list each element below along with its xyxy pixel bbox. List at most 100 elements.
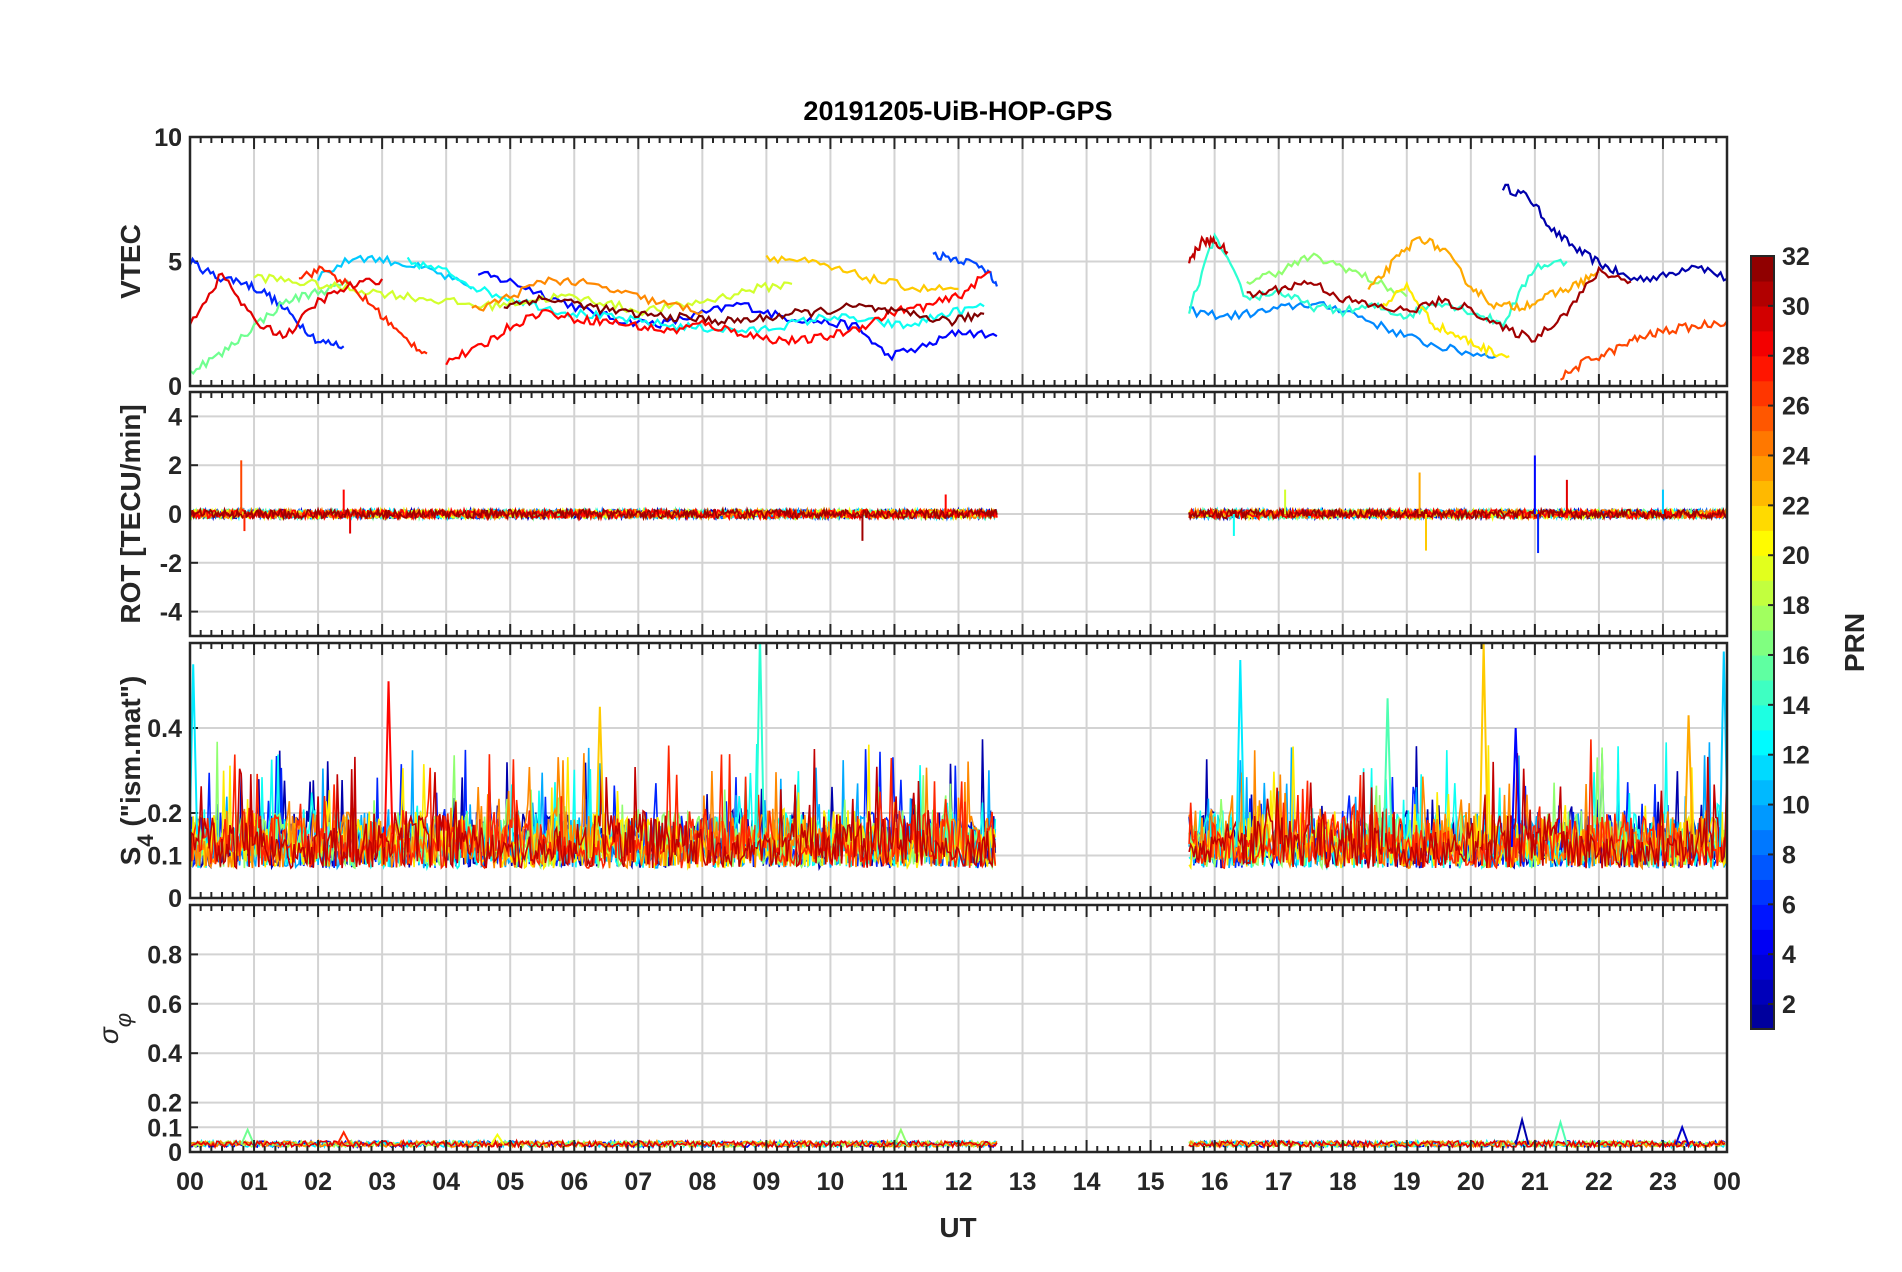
colorbar-band bbox=[1751, 530, 1774, 556]
s4-peak bbox=[1510, 727, 1521, 848]
colorbar-frame bbox=[1750, 255, 1775, 1030]
colorbar-band bbox=[1751, 630, 1774, 656]
series-line-prn-27 bbox=[298, 265, 428, 355]
sigma-bump bbox=[1514, 1115, 1530, 1145]
series-line-prn-16 bbox=[190, 279, 351, 376]
series-line-prn-19 bbox=[253, 273, 793, 317]
panel-s4: 00.10.20.4S4 ("ism.mat") bbox=[115, 641, 1729, 913]
sigma-bump bbox=[336, 1130, 351, 1146]
colorbar-band bbox=[1751, 355, 1774, 382]
y-tick-label: 0.4 bbox=[147, 715, 182, 743]
y-tick-label: 0 bbox=[168, 885, 182, 913]
y-tick-label: 0.1 bbox=[147, 843, 182, 871]
x-tick-label: 05 bbox=[496, 1168, 524, 1196]
x-tick-label: 19 bbox=[1393, 1168, 1421, 1196]
data-series bbox=[190, 455, 1727, 554]
x-tick-label: 22 bbox=[1585, 1168, 1613, 1196]
colorbar-band bbox=[1751, 555, 1774, 581]
colorbar-band bbox=[1751, 330, 1774, 357]
y-axis-label: S4 ("ism.mat") bbox=[115, 676, 158, 866]
y-tick-label: -4 bbox=[160, 599, 182, 627]
x-tick-label: 13 bbox=[1009, 1168, 1037, 1196]
colorbar-tick-label: 20 bbox=[1782, 542, 1810, 570]
series-line-prn-22 bbox=[765, 254, 959, 294]
series-line-prn-6 bbox=[190, 256, 345, 350]
x-tick-label: 14 bbox=[1073, 1168, 1101, 1196]
colorbar-band bbox=[1751, 305, 1774, 332]
series-line-prn-30 bbox=[1188, 234, 1229, 264]
colorbar-band bbox=[1751, 704, 1774, 731]
colorbar-tick-label: 22 bbox=[1782, 492, 1810, 520]
x-tick-label: 03 bbox=[368, 1168, 396, 1196]
colorbar-band bbox=[1751, 1004, 1774, 1030]
colorbar-band bbox=[1751, 455, 1774, 482]
series-line-prn-17 bbox=[1246, 252, 1408, 298]
series-line-prn-30 bbox=[1188, 753, 1727, 869]
y-axis-label: σφ bbox=[93, 1013, 136, 1044]
colorbar-band bbox=[1751, 829, 1774, 856]
x-tick-label: 10 bbox=[817, 1168, 845, 1196]
colorbar-band bbox=[1751, 405, 1774, 432]
y-tick-label: 0.4 bbox=[147, 1040, 182, 1068]
colorbar-band bbox=[1751, 804, 1774, 831]
x-tick-label: 15 bbox=[1137, 1168, 1165, 1196]
colorbar-band bbox=[1751, 679, 1774, 706]
series-line-prn-21 bbox=[1380, 280, 1510, 359]
data-series bbox=[190, 183, 1727, 381]
colorbar-tick-label: 8 bbox=[1782, 841, 1796, 869]
series-line-prn-28 bbox=[1188, 506, 1727, 521]
y-tick-label: 0.1 bbox=[147, 1114, 182, 1142]
sigma-bump bbox=[893, 1127, 909, 1145]
colorbar-tick-label: 10 bbox=[1782, 792, 1810, 820]
colorbar-tick-label: 26 bbox=[1782, 393, 1810, 421]
y-axis-label-rest: ("ism.mat") bbox=[115, 676, 146, 835]
colorbar-band bbox=[1751, 256, 1774, 282]
s4-peak bbox=[595, 706, 605, 848]
s4-peak bbox=[1235, 659, 1246, 848]
series-line-prn-24 bbox=[190, 1138, 998, 1150]
panel-rot: -4 -2 0 2 4 ROT [TECU/min] bbox=[115, 390, 1729, 638]
s4-peak bbox=[755, 643, 765, 848]
colorbar-band bbox=[1751, 779, 1774, 806]
x-tick-label: 16 bbox=[1201, 1168, 1229, 1196]
colorbar-band bbox=[1751, 979, 1774, 1005]
colorbar-tick-label: 32 bbox=[1782, 243, 1810, 271]
colorbar-band bbox=[1751, 580, 1774, 606]
x-tick-label: 21 bbox=[1521, 1168, 1549, 1196]
x-tick-label: 07 bbox=[624, 1168, 652, 1196]
series-line-prn-29 bbox=[190, 272, 384, 340]
x-tick-label: 08 bbox=[688, 1168, 716, 1196]
y-axis-label: ROT [TECU/min] bbox=[115, 404, 146, 623]
panel-sigma-phi: 00.10.2 0.4 0.6 0.8 σφ bbox=[93, 903, 1729, 1167]
y-tick-label: 0 bbox=[168, 501, 182, 529]
y-tick-label: 0.2 bbox=[147, 1090, 182, 1118]
colorbar-band bbox=[1751, 654, 1774, 681]
series-line-prn-31 bbox=[1188, 506, 1727, 522]
y-tick-label: 10 bbox=[154, 124, 182, 152]
y-axis-label-sub: 4 bbox=[133, 834, 158, 847]
series-line-prn-26 bbox=[1559, 318, 1727, 381]
series-line-prn-29 bbox=[190, 1138, 998, 1150]
series-line-prn-2 bbox=[1501, 183, 1727, 284]
colorbar-band bbox=[1751, 280, 1774, 307]
series-line-prn-32 bbox=[503, 294, 985, 328]
colorbar-band bbox=[1751, 480, 1774, 506]
x-tick-label: 04 bbox=[432, 1168, 460, 1196]
y-axis-label-main: S bbox=[115, 847, 146, 866]
x-axis-label: UT bbox=[939, 1212, 976, 1243]
s4-peak bbox=[1382, 698, 1393, 848]
y-tick-label: 2 bbox=[168, 452, 182, 480]
series-line-prn-30 bbox=[190, 748, 997, 870]
series-line-prn-28 bbox=[190, 506, 998, 522]
series-line-prn-9 bbox=[1189, 301, 1497, 359]
colorbar-band bbox=[1751, 505, 1774, 531]
s4-peak bbox=[1683, 715, 1694, 848]
x-tick-label: 20 bbox=[1457, 1168, 1485, 1196]
colorbar-tick-label: 14 bbox=[1782, 692, 1810, 720]
colorbar-band bbox=[1751, 904, 1774, 930]
colorbar-label: PRN bbox=[1839, 613, 1870, 672]
y-axis-label-sub: φ bbox=[111, 1013, 136, 1027]
